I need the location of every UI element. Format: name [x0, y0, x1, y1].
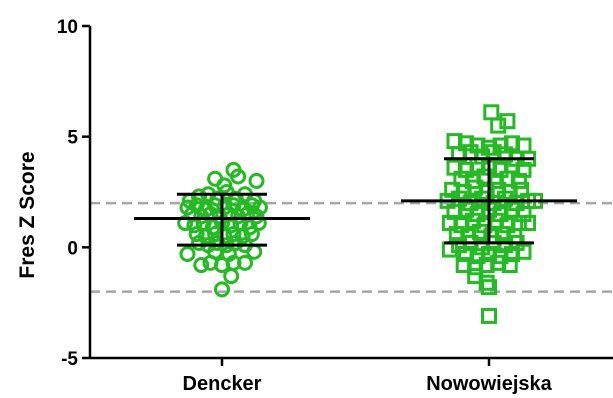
data-point [501, 257, 518, 274]
data-point [483, 104, 500, 121]
data-point [177, 214, 194, 231]
y-axis-label: Fres Z Score [16, 151, 39, 278]
y-tick-label: -5 [61, 349, 78, 370]
axes: -5 0 5 10 Dencker Nowowiejska [57, 17, 613, 395]
data-point [230, 168, 247, 185]
data-point [481, 279, 497, 296]
y-tick-label: 10 [57, 17, 78, 38]
data-point [225, 226, 242, 243]
category-label: Dencker [183, 373, 262, 395]
data-point [179, 245, 196, 262]
data-point [251, 199, 268, 216]
data-point [520, 214, 537, 231]
data-point [510, 172, 527, 189]
y-tick-label: 0 [67, 238, 78, 259]
data-point [515, 243, 532, 260]
data-point [515, 206, 532, 223]
y-tick-label: 5 [67, 128, 78, 149]
data-point [209, 234, 226, 251]
data-point [243, 226, 260, 243]
data-point [223, 268, 240, 285]
data-point [441, 241, 458, 258]
data-point [237, 254, 253, 271]
data-point [250, 214, 267, 231]
data-point [478, 274, 495, 291]
data-point [515, 161, 532, 178]
category-label: Nowowiejska [426, 373, 552, 395]
data-point [214, 281, 230, 298]
error-bars [134, 157, 577, 247]
data-point [481, 307, 497, 324]
data-point [227, 234, 244, 251]
data-point [246, 243, 263, 260]
data-point [193, 257, 210, 274]
data-point [191, 234, 207, 251]
data-point [191, 188, 207, 205]
reference-lines [90, 201, 613, 293]
data-point [188, 226, 205, 243]
data-points [177, 104, 543, 324]
data-point [490, 117, 507, 134]
data-point [248, 172, 265, 189]
data-point [499, 113, 516, 130]
